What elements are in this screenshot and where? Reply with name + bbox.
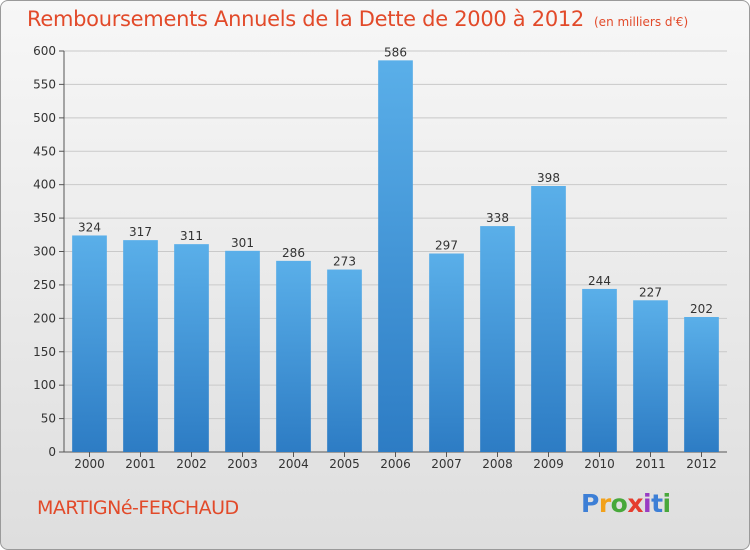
x-tick-label: 2002 bbox=[176, 457, 207, 471]
title-text: Remboursements Annuels de la Dette de 20… bbox=[27, 7, 584, 31]
x-tick-label: 2011 bbox=[635, 457, 666, 471]
bar bbox=[582, 288, 617, 452]
bar-value-label: 301 bbox=[231, 236, 254, 250]
bar bbox=[684, 316, 719, 452]
bar-value-label: 202 bbox=[690, 302, 713, 316]
bar-value-label: 586 bbox=[384, 45, 407, 59]
bar bbox=[174, 244, 209, 452]
bar bbox=[480, 226, 515, 452]
chart-title: Remboursements Annuels de la Dette de 20… bbox=[27, 7, 688, 31]
bar bbox=[531, 186, 566, 452]
bar bbox=[225, 250, 260, 452]
bar-value-label: 338 bbox=[486, 211, 509, 225]
bar bbox=[276, 260, 311, 452]
x-tick-label: 2005 bbox=[329, 457, 360, 471]
bar-value-label: 244 bbox=[588, 274, 611, 288]
x-tick-label: 2007 bbox=[431, 457, 462, 471]
y-tick-label: 150 bbox=[33, 345, 56, 359]
y-tick-label: 500 bbox=[33, 111, 56, 125]
logo-letter: o bbox=[610, 489, 628, 518]
x-tick-label: 2010 bbox=[584, 457, 615, 471]
x-tick-label: 2004 bbox=[278, 457, 309, 471]
logo-letter: t bbox=[651, 489, 663, 518]
logo-letter: r bbox=[598, 489, 611, 518]
logo-letter: x bbox=[627, 489, 643, 518]
y-tick-label: 50 bbox=[41, 412, 56, 426]
bar-value-label: 317 bbox=[129, 225, 152, 239]
bar-value-label: 324 bbox=[78, 220, 101, 234]
x-tick-label: 2006 bbox=[380, 457, 411, 471]
logo-letter: i bbox=[662, 489, 672, 518]
bar bbox=[327, 269, 362, 452]
bar-value-label: 286 bbox=[282, 246, 305, 260]
x-tick-label: 2008 bbox=[482, 457, 513, 471]
x-tick-label: 2003 bbox=[227, 457, 258, 471]
y-tick-label: 450 bbox=[33, 144, 56, 158]
y-tick-label: 250 bbox=[33, 278, 56, 292]
x-tick-label: 2001 bbox=[125, 457, 156, 471]
y-tick-label: 350 bbox=[33, 211, 56, 225]
y-tick-label: 0 bbox=[48, 445, 56, 459]
bar-value-label: 311 bbox=[180, 229, 203, 243]
bar bbox=[378, 60, 413, 453]
bar-value-label: 297 bbox=[435, 239, 458, 253]
y-tick-label: 550 bbox=[33, 77, 56, 91]
bar bbox=[633, 300, 668, 452]
x-tick-label: 2000 bbox=[74, 457, 105, 471]
logo-letter: P bbox=[581, 489, 599, 518]
y-tick-label: 200 bbox=[33, 311, 56, 325]
y-tick-label: 400 bbox=[33, 178, 56, 192]
proxiti-logo: Proxiti bbox=[581, 489, 671, 518]
x-tick-label: 2012 bbox=[686, 457, 717, 471]
bar bbox=[429, 253, 464, 452]
y-tick-label: 300 bbox=[33, 245, 56, 259]
commune-name: MARTIGNé-FERCHAUD bbox=[37, 497, 239, 519]
logo-letter: i bbox=[643, 489, 652, 518]
bar bbox=[123, 240, 158, 452]
bar bbox=[72, 235, 107, 452]
y-tick-label: 100 bbox=[33, 378, 56, 392]
y-tick-label: 600 bbox=[33, 44, 56, 58]
unit-label: (en milliers d'€) bbox=[594, 15, 689, 29]
x-tick-label: 2009 bbox=[533, 457, 564, 471]
bar-value-label: 398 bbox=[537, 171, 560, 185]
bar-value-label: 273 bbox=[333, 255, 356, 269]
bar-value-label: 227 bbox=[639, 285, 662, 299]
